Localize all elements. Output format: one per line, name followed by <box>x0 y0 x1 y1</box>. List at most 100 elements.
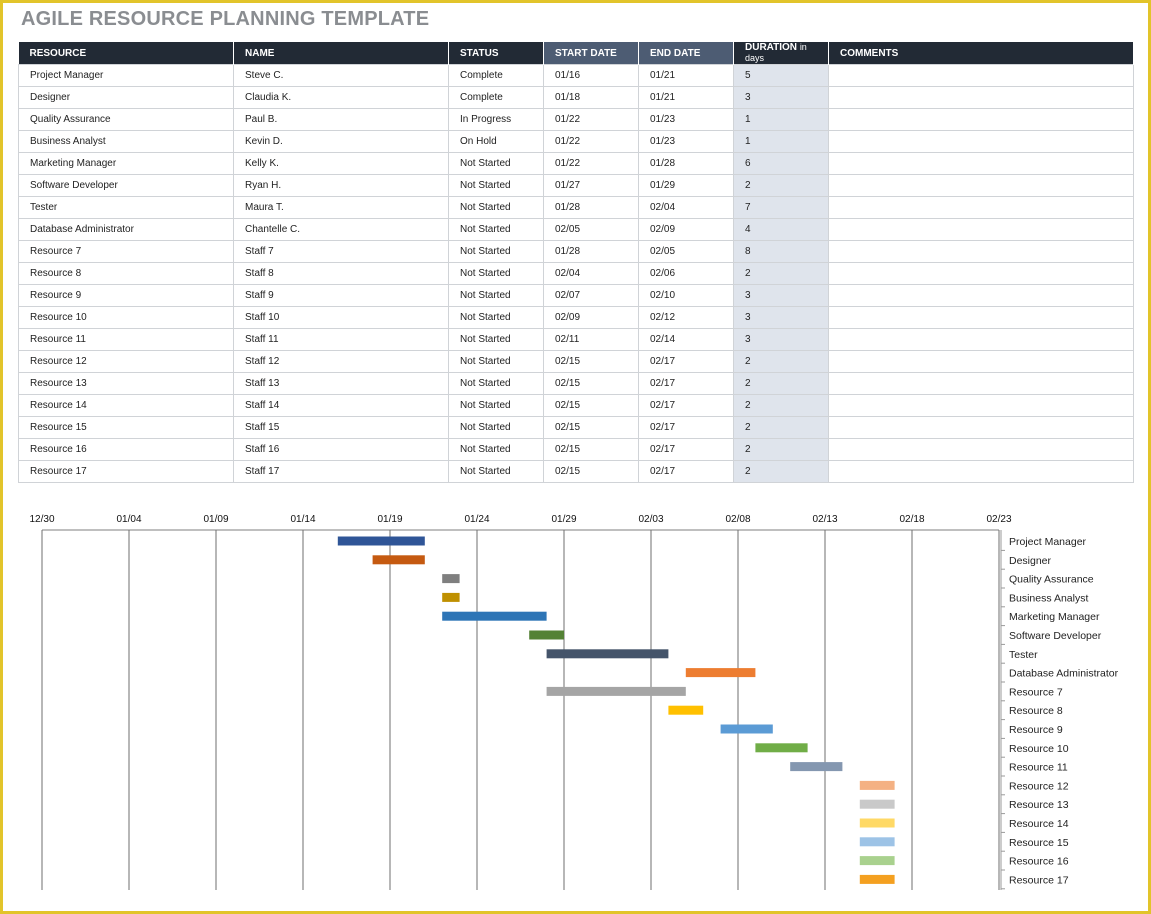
header-status[interactable]: STATUS <box>448 42 544 65</box>
cell-resource[interactable]: Business Analyst <box>18 130 234 153</box>
cell-status[interactable]: Not Started <box>448 152 544 175</box>
cell-duration[interactable]: 2 <box>733 416 829 439</box>
cell-name[interactable]: Staff 14 <box>233 394 449 417</box>
cell-comments[interactable] <box>828 86 1134 109</box>
cell-name[interactable]: Claudia K. <box>233 86 449 109</box>
cell-duration[interactable]: 8 <box>733 240 829 263</box>
cell-duration[interactable]: 2 <box>733 174 829 197</box>
cell-end[interactable]: 02/05 <box>638 240 734 263</box>
cell-resource[interactable]: Software Developer <box>18 174 234 197</box>
cell-status[interactable]: In Progress <box>448 108 544 131</box>
cell-comments[interactable] <box>828 152 1134 175</box>
cell-name[interactable]: Staff 7 <box>233 240 449 263</box>
cell-end[interactable]: 02/17 <box>638 350 734 373</box>
cell-comments[interactable] <box>828 438 1134 461</box>
cell-end[interactable]: 01/23 <box>638 108 734 131</box>
cell-duration[interactable]: 2 <box>733 438 829 461</box>
cell-resource[interactable]: Resource 12 <box>18 350 234 373</box>
header-comments[interactable]: COMMENTS <box>828 42 1134 65</box>
cell-duration[interactable]: 7 <box>733 196 829 219</box>
cell-name[interactable]: Paul B. <box>233 108 449 131</box>
cell-duration[interactable]: 3 <box>733 328 829 351</box>
header-duration[interactable]: DURATION in days <box>733 42 829 65</box>
cell-end[interactable]: 02/10 <box>638 284 734 307</box>
cell-resource[interactable]: Resource 9 <box>18 284 234 307</box>
cell-status[interactable]: Complete <box>448 64 544 87</box>
cell-start[interactable]: 02/05 <box>543 218 639 241</box>
cell-end[interactable]: 02/04 <box>638 196 734 219</box>
cell-status[interactable]: Not Started <box>448 262 544 285</box>
cell-end[interactable]: 01/23 <box>638 130 734 153</box>
cell-duration[interactable]: 1 <box>733 108 829 131</box>
cell-start[interactable]: 01/22 <box>543 108 639 131</box>
cell-status[interactable]: Not Started <box>448 372 544 395</box>
cell-end[interactable]: 01/28 <box>638 152 734 175</box>
cell-end[interactable]: 02/17 <box>638 460 734 483</box>
cell-name[interactable]: Staff 9 <box>233 284 449 307</box>
cell-name[interactable]: Steve C. <box>233 64 449 87</box>
cell-comments[interactable] <box>828 108 1134 131</box>
cell-duration[interactable]: 3 <box>733 284 829 307</box>
cell-start[interactable]: 02/15 <box>543 460 639 483</box>
header-end-date[interactable]: END DATE <box>638 42 734 65</box>
cell-comments[interactable] <box>828 240 1134 263</box>
cell-end[interactable]: 01/29 <box>638 174 734 197</box>
cell-comments[interactable] <box>828 306 1134 329</box>
cell-status[interactable]: Complete <box>448 86 544 109</box>
cell-resource[interactable]: Project Manager <box>18 64 234 87</box>
cell-comments[interactable] <box>828 460 1134 483</box>
cell-end[interactable]: 02/17 <box>638 372 734 395</box>
cell-resource[interactable]: Resource 13 <box>18 372 234 395</box>
cell-duration[interactable]: 1 <box>733 130 829 153</box>
header-start-date[interactable]: START DATE <box>543 42 639 65</box>
cell-duration[interactable]: 3 <box>733 306 829 329</box>
cell-comments[interactable] <box>828 372 1134 395</box>
cell-comments[interactable] <box>828 262 1134 285</box>
header-name[interactable]: NAME <box>233 42 449 65</box>
cell-duration[interactable]: 2 <box>733 350 829 373</box>
cell-end[interactable]: 02/12 <box>638 306 734 329</box>
cell-status[interactable]: Not Started <box>448 306 544 329</box>
cell-name[interactable]: Kevin D. <box>233 130 449 153</box>
cell-resource[interactable]: Resource 17 <box>18 460 234 483</box>
cell-comments[interactable] <box>828 284 1134 307</box>
cell-duration[interactable]: 5 <box>733 64 829 87</box>
cell-duration[interactable]: 2 <box>733 372 829 395</box>
cell-name[interactable]: Staff 12 <box>233 350 449 373</box>
cell-resource[interactable]: Tester <box>18 196 234 219</box>
cell-comments[interactable] <box>828 416 1134 439</box>
cell-start[interactable]: 02/15 <box>543 438 639 461</box>
cell-end[interactable]: 02/06 <box>638 262 734 285</box>
cell-start[interactable]: 02/15 <box>543 394 639 417</box>
cell-duration[interactable]: 2 <box>733 262 829 285</box>
cell-name[interactable]: Staff 11 <box>233 328 449 351</box>
cell-end[interactable]: 02/17 <box>638 416 734 439</box>
cell-comments[interactable] <box>828 130 1134 153</box>
cell-status[interactable]: Not Started <box>448 416 544 439</box>
cell-comments[interactable] <box>828 64 1134 87</box>
cell-end[interactable]: 02/17 <box>638 394 734 417</box>
cell-start[interactable]: 01/22 <box>543 152 639 175</box>
cell-status[interactable]: Not Started <box>448 460 544 483</box>
cell-status[interactable]: Not Started <box>448 196 544 219</box>
cell-status[interactable]: Not Started <box>448 240 544 263</box>
cell-resource[interactable]: Quality Assurance <box>18 108 234 131</box>
cell-name[interactable]: Chantelle C. <box>233 218 449 241</box>
cell-resource[interactable]: Resource 15 <box>18 416 234 439</box>
cell-comments[interactable] <box>828 350 1134 373</box>
cell-name[interactable]: Staff 15 <box>233 416 449 439</box>
cell-status[interactable]: On Hold <box>448 130 544 153</box>
cell-status[interactable]: Not Started <box>448 438 544 461</box>
cell-resource[interactable]: Resource 10 <box>18 306 234 329</box>
cell-duration[interactable]: 6 <box>733 152 829 175</box>
cell-end[interactable]: 01/21 <box>638 64 734 87</box>
cell-duration[interactable]: 2 <box>733 460 829 483</box>
cell-name[interactable]: Staff 13 <box>233 372 449 395</box>
cell-resource[interactable]: Database Administrator <box>18 218 234 241</box>
cell-resource[interactable]: Resource 8 <box>18 262 234 285</box>
cell-start[interactable]: 01/18 <box>543 86 639 109</box>
cell-start[interactable]: 02/11 <box>543 328 639 351</box>
header-resource[interactable]: RESOURCE <box>18 42 234 65</box>
cell-resource[interactable]: Marketing Manager <box>18 152 234 175</box>
cell-comments[interactable] <box>828 328 1134 351</box>
